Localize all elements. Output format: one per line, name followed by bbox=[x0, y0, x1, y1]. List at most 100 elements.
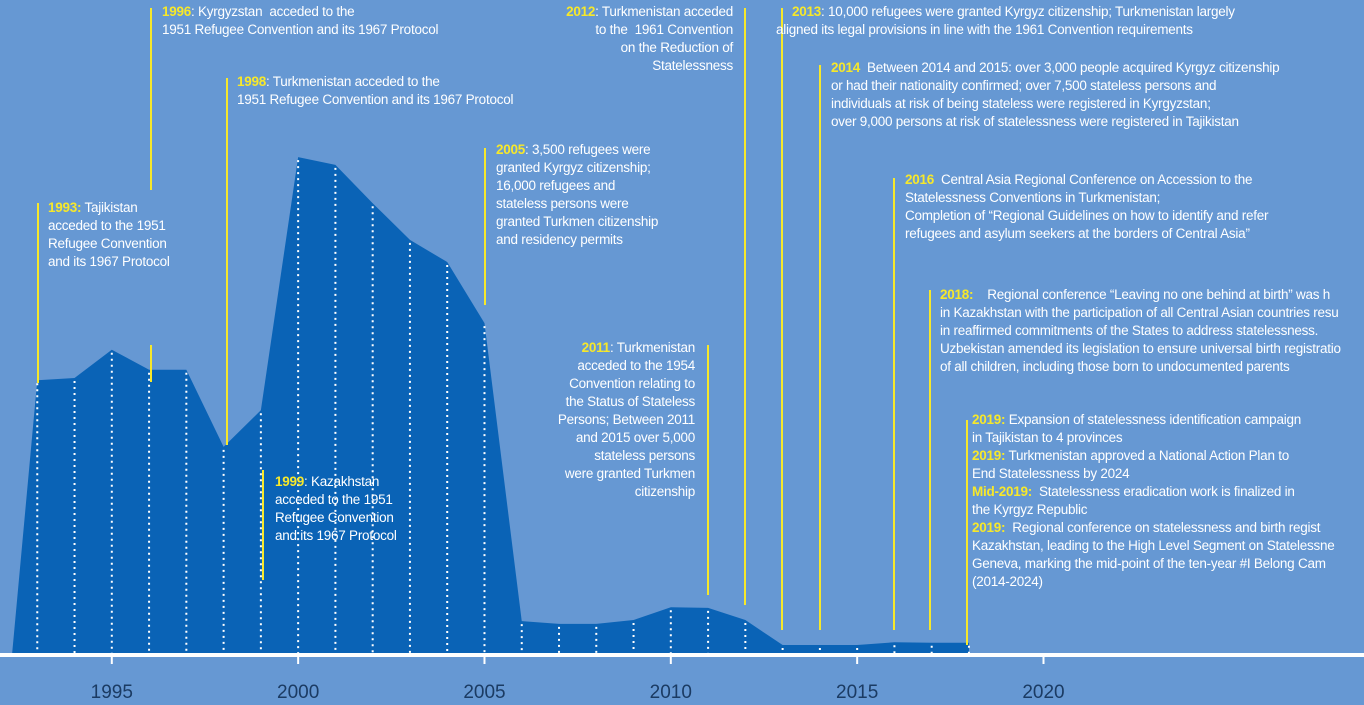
annotation-text: were granted Turkmen bbox=[564, 466, 695, 481]
annotation-line-text: 1998: Turkmenistan acceded to the bbox=[237, 73, 513, 91]
annotation-text: Refugee Convention bbox=[275, 510, 394, 525]
annotation: 2013: 10,000 refugees were granted Kyrgy… bbox=[776, 3, 1235, 39]
annotation-line-text: 1951 Refugee Convention and its 1967 Pro… bbox=[237, 91, 513, 109]
annotation-year: 1999 bbox=[275, 474, 305, 489]
annotation-line-text: 2013: 10,000 refugees were granted Kyrgy… bbox=[792, 3, 1235, 21]
annotation-line-text: 2012: Turkmenistan acceded bbox=[566, 3, 733, 21]
x-tick-label: 2005 bbox=[463, 682, 505, 703]
annotation-text: : 10,000 refugees were granted Kyrgyz ci… bbox=[821, 4, 1235, 19]
annotation: 2016 Central Asia Regional Conference on… bbox=[905, 171, 1268, 243]
annotation-line-text: Statelessness Conventions in Turkmenista… bbox=[905, 189, 1268, 207]
annotation-year: 2012 bbox=[566, 4, 596, 19]
annotation-line-text: were granted Turkmen bbox=[558, 465, 695, 483]
annotation-year: 2016 bbox=[905, 172, 935, 187]
annotation-line-text: in reaffirmed commitments of the States … bbox=[940, 322, 1341, 340]
annotation-year: 2019: bbox=[972, 448, 1006, 463]
annotation-text: Central Asia Regional Conference on Acce… bbox=[934, 172, 1253, 187]
annotation-line-text: Convention relating to bbox=[558, 375, 695, 393]
annotation-line-text: 2016 Central Asia Regional Conference on… bbox=[905, 171, 1268, 189]
annotation-text: acceded to the 1951 bbox=[275, 492, 393, 507]
annotation-text: in Kazakhstan with the participation of … bbox=[940, 305, 1339, 320]
annotation-line-text: Refugee Convention bbox=[275, 509, 397, 527]
annotation-line-text: Completion of “Regional Guidelines on ho… bbox=[905, 207, 1268, 225]
annotation-text: : 3,500 refugees were bbox=[525, 142, 651, 157]
annotation: 2005: 3,500 refugees were granted Kyrgyz … bbox=[496, 141, 658, 249]
annotation-text: the Kyrgyz Republic bbox=[972, 502, 1088, 517]
annotation: 2012: Turkmenistan acceded to the 1961 Co… bbox=[566, 3, 733, 75]
annotation-text: over 9,000 persons at risk of statelessn… bbox=[831, 114, 1239, 129]
annotation-text: Statelessness eradication work is finali… bbox=[1032, 484, 1295, 499]
annotation-text: Uzbekistan amended its legislation to en… bbox=[940, 341, 1341, 356]
annotation-text: Expansion of statelessness identificatio… bbox=[1005, 412, 1301, 427]
annotation-text: refugees and asylum seekers at the borde… bbox=[905, 226, 1250, 241]
annotation: 2019: Expansion of statelessness identif… bbox=[972, 411, 1335, 591]
annotation-line-text: 2019: Regional conference on statelessne… bbox=[972, 519, 1335, 537]
annotation-line-text: the Kyrgyz Republic bbox=[972, 501, 1335, 519]
annotation-text: Convention relating to bbox=[569, 376, 695, 391]
annotation-line-text: Mid-2019: Statelessness eradication work… bbox=[972, 483, 1335, 501]
annotation-line-text: and its 1967 Protocol bbox=[48, 253, 170, 271]
annotation: 1998: Turkmenistan acceded to the 1951 Re… bbox=[237, 73, 513, 109]
annotation-year: 1996 bbox=[162, 4, 192, 19]
annotation-line-text: aligned its legal provisions in line wit… bbox=[776, 21, 1235, 39]
annotation-text: acceded to the 1951 bbox=[48, 218, 166, 233]
annotation-line-text: granted Kyrgyz citizenship; bbox=[496, 159, 658, 177]
annotation-text: Completion of “Regional Guidelines on ho… bbox=[905, 208, 1269, 223]
annotation-line-text: 2005: 3,500 refugees were bbox=[496, 141, 658, 159]
annotation-line-text: refugees and asylum seekers at the borde… bbox=[905, 225, 1268, 243]
annotation-line-text: 1996: Kyrgyzstan acceded to the bbox=[162, 3, 438, 21]
annotation-line-text: 2018: Regional conference “Leaving no on… bbox=[940, 286, 1341, 304]
annotation-line-text: granted Turkmen citizenship bbox=[496, 213, 658, 231]
annotation-text: granted Kyrgyz citizenship; bbox=[496, 160, 651, 175]
annotation-text: : Kazakhstan bbox=[304, 474, 380, 489]
annotation-line-text: of all children, including those born to… bbox=[940, 358, 1341, 376]
annotation-line-text: in Tajikistan to 4 provinces bbox=[972, 429, 1335, 447]
annotation-line-text: and 2015 over 5,000 bbox=[558, 429, 695, 447]
annotation-line-text: the Status of Stateless bbox=[558, 393, 696, 411]
annotation-year: 2019: bbox=[972, 412, 1006, 427]
annotation-line-text: stateless persons bbox=[558, 447, 695, 465]
annotation-text: individuals at risk of being stateless w… bbox=[831, 96, 1211, 111]
annotation-text: citizenship bbox=[634, 484, 696, 499]
annotation-line-text: in Kazakhstan with the participation of … bbox=[940, 304, 1341, 322]
x-tick-label: 1995 bbox=[91, 682, 133, 703]
annotation-text: Persons; Between 2011 bbox=[557, 412, 695, 427]
annotation-line-text: over 9,000 persons at risk of statelessn… bbox=[831, 113, 1279, 131]
annotation-text: acceded to the 1954 bbox=[577, 358, 695, 373]
annotation-line-text: or had their nationality confirmed; over… bbox=[831, 77, 1279, 95]
annotation-text: and residency permits bbox=[496, 232, 623, 247]
annotation-text: in reaffirmed commitments of the States … bbox=[940, 323, 1319, 338]
annotation-line-text: 1999: Kazakhstan bbox=[275, 473, 397, 491]
annotation-year: 2013 bbox=[792, 4, 822, 19]
annotation-text: Geneva, marking the mid-point of the ten… bbox=[972, 556, 1326, 571]
annotation-line-text: acceded to the 1951 bbox=[48, 217, 170, 235]
annotation-text: 1951 Refugee Convention and its 1967 Pro… bbox=[237, 92, 514, 107]
annotation-line-text: Geneva, marking the mid-point of the ten… bbox=[972, 555, 1335, 573]
annotation-text: and 2015 over 5,000 bbox=[575, 430, 695, 445]
annotation-year: 2018: bbox=[940, 287, 974, 302]
annotation-text: (2014-2024) bbox=[972, 574, 1043, 589]
annotation-line-text: Uzbekistan amended its legislation to en… bbox=[940, 340, 1341, 358]
area bbox=[12, 157, 969, 656]
annotation-line-text: stateless persons were bbox=[496, 195, 658, 213]
annotation-text: stateless persons bbox=[594, 448, 695, 463]
annotation-text: : Kyrgyzstan acceded to the bbox=[191, 4, 355, 19]
annotation-text: Statelessness Conventions in Turkmenista… bbox=[905, 190, 1161, 205]
annotation-text: on the Reduction of bbox=[620, 40, 734, 55]
annotation: 1993: Tajikistan acceded to the 1951 Refug… bbox=[48, 199, 170, 271]
annotation-line-text: 2019: Expansion of statelessness identif… bbox=[972, 411, 1335, 429]
annotation-line-text: to the 1961 Convention bbox=[566, 21, 733, 39]
annotation-text: Refugee Convention bbox=[48, 236, 167, 251]
annotation-line-text: (2014-2024) bbox=[972, 573, 1335, 591]
annotation-text: Tajikistan bbox=[81, 200, 138, 215]
annotation-text: Statelessness bbox=[652, 58, 733, 73]
annotation-text: in Tajikistan to 4 provinces bbox=[972, 430, 1123, 445]
annotation-line-text: and residency permits bbox=[496, 231, 658, 249]
annotation-line-text: Refugee Convention bbox=[48, 235, 170, 253]
x-tick-label: 2020 bbox=[1022, 682, 1064, 703]
annotation-text: aligned its legal provisions in line wit… bbox=[776, 22, 1193, 37]
annotation-text: and its 1967 Protocol bbox=[275, 528, 397, 543]
x-tick-label: 2015 bbox=[836, 682, 878, 703]
